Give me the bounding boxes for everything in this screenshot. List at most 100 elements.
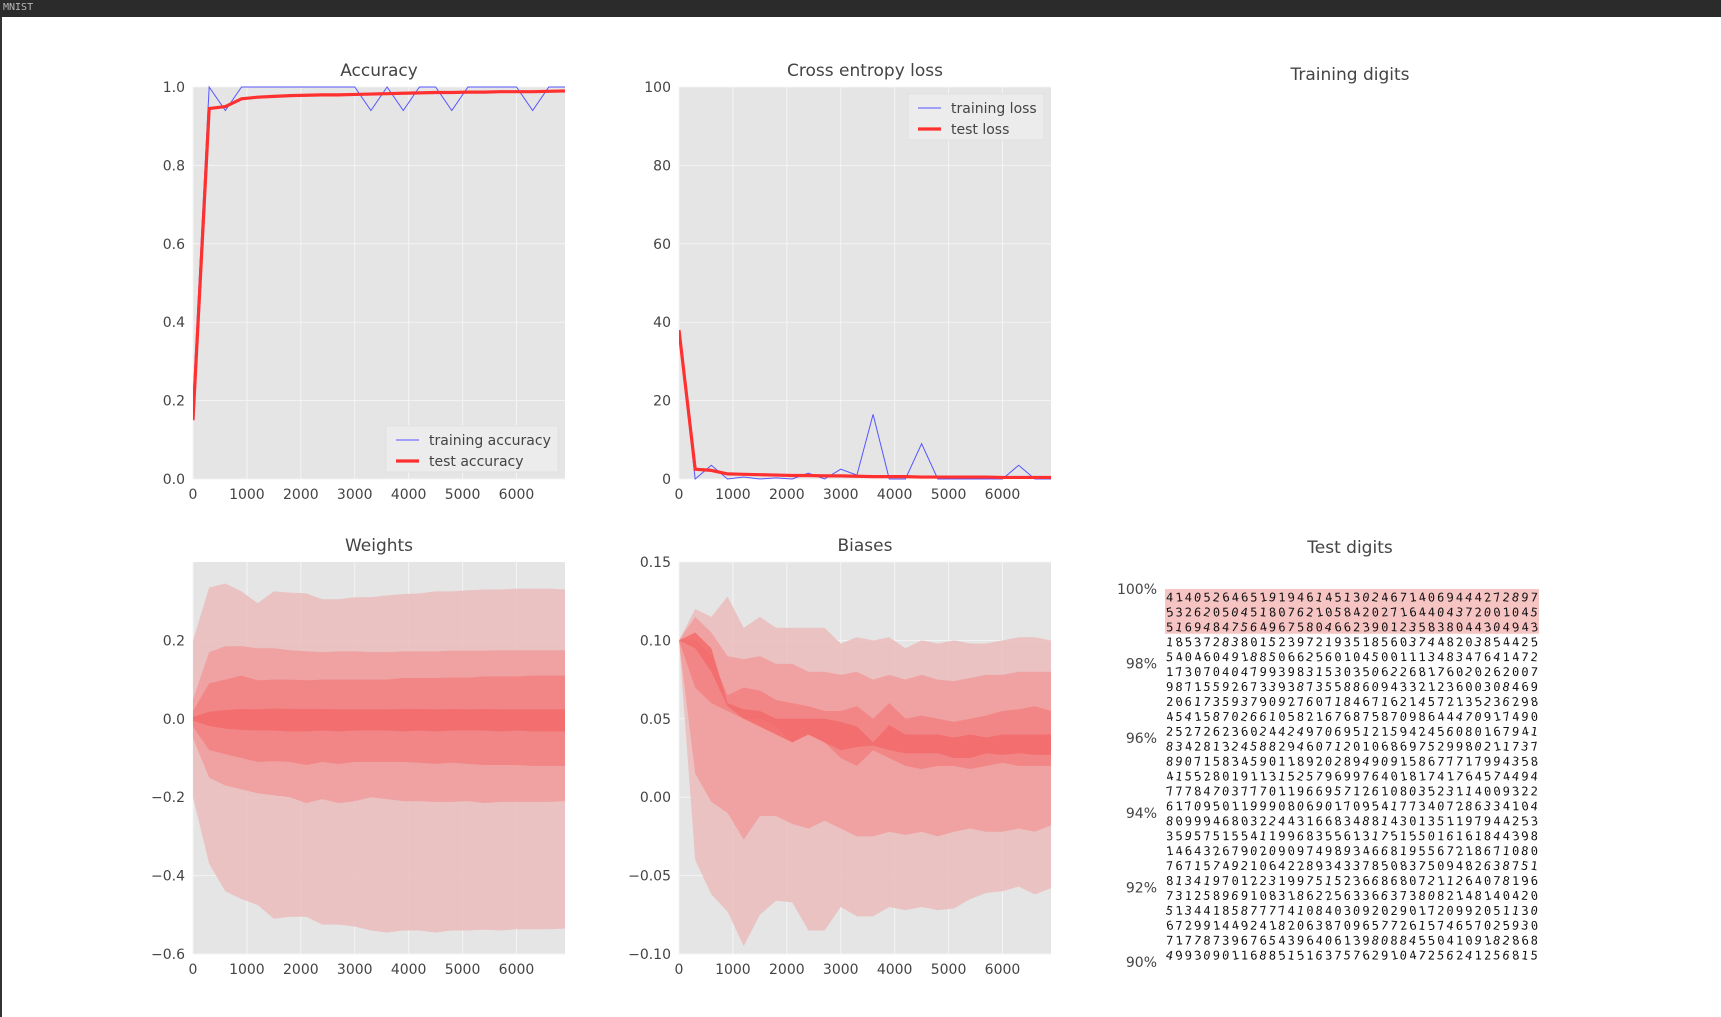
test-digit-glyph: 9: [1352, 918, 1360, 933]
test-digit-glyph: 2: [1446, 694, 1455, 709]
test-digit-glyph: 1: [1502, 605, 1510, 620]
test-digit-glyph: 7: [1390, 918, 1399, 933]
test-digit-glyph: 3: [1511, 829, 1521, 844]
test-digit-glyph: 1: [1175, 903, 1183, 918]
test-digit-glyph: 0: [1520, 799, 1530, 814]
test-digit-glyph: 8: [1418, 665, 1427, 680]
test-digit-glyph: 6: [1445, 724, 1455, 739]
test-digit-glyph: 1: [1483, 933, 1493, 948]
test-digit-glyph: 0: [1399, 635, 1408, 650]
test-digit-glyph: 0: [1213, 665, 1220, 679]
test-digit-glyph: 8: [1165, 739, 1174, 754]
test-digit-glyph: 1: [1250, 859, 1258, 873]
test-digit-glyph: 6: [1278, 620, 1286, 634]
test-digit-glyph: 8: [1240, 903, 1249, 918]
test-digit-glyph: 8: [1492, 933, 1502, 948]
test-digit-glyph: 9: [1446, 740, 1454, 754]
test-digit-glyph: 8: [1343, 680, 1352, 695]
test-digit-glyph: 8: [1203, 740, 1211, 754]
test-digit-glyph: 6: [1184, 844, 1193, 859]
test-digit-glyph: 2: [1305, 605, 1314, 620]
loss-xtick-label: 4000: [877, 487, 913, 503]
test-digit-glyph: 0: [1194, 665, 1202, 679]
biases-ytick-label: 0.15: [640, 555, 671, 571]
test-digit-glyph: 7: [1306, 635, 1314, 650]
loss-xtick-label: 1000: [715, 487, 751, 503]
test-digit-glyph: 8: [1511, 948, 1520, 963]
test-digit-glyph: 4: [1250, 829, 1258, 844]
test-digit-glyph: 3: [1484, 680, 1491, 694]
test-digit-glyph: 6: [1437, 590, 1445, 604]
test-digit-glyph: 0: [1249, 844, 1258, 859]
test-digit-glyph: 7: [1250, 695, 1258, 710]
weights-ytick-label: 0.0: [163, 712, 185, 728]
test-digit-glyph: 0: [1474, 725, 1482, 739]
test-digit-glyph: 2: [1184, 918, 1193, 933]
test-digit-glyph: 3: [1408, 620, 1418, 635]
test-digit-glyph: 6: [1483, 858, 1493, 873]
test-digit-glyph: 7: [1436, 665, 1445, 680]
biases-xtick-label: 1000: [715, 962, 751, 978]
test-digit-glyph: 4: [1502, 814, 1511, 829]
test-digit-glyph: 7: [1250, 680, 1258, 694]
test-digit-glyph: 8: [1446, 650, 1454, 664]
test-digit-glyph: 5: [1343, 948, 1352, 963]
test-digit-glyph: 9: [1361, 799, 1371, 814]
test-digit-glyph: 7: [1455, 769, 1465, 784]
test-digit-glyph: 9: [1231, 695, 1239, 710]
test-digit-glyph: 3: [1455, 650, 1464, 665]
test-digit-glyph: 8: [1222, 755, 1229, 769]
test-digit-glyph: 5: [1249, 754, 1258, 769]
test-digit-glyph: 7: [1240, 784, 1249, 799]
test-digit-glyph: 0: [1464, 680, 1473, 695]
test-digit-glyph: 1: [1175, 933, 1183, 948]
test-digit-glyph: 5: [1418, 933, 1427, 948]
test-digit-glyph: 5: [1305, 769, 1314, 784]
accuracy-xtick-label: 4000: [391, 487, 427, 503]
test-digit-glyph: 8: [1501, 873, 1510, 888]
test-digit-glyph: 8: [1343, 605, 1352, 620]
test-digit-glyph: 3: [1492, 859, 1501, 874]
test-digit-glyph: 8: [1437, 889, 1445, 903]
test-digit-glyph: 3: [1212, 695, 1220, 709]
test-digit-glyph: 8: [1277, 918, 1286, 933]
test-digit-glyph: 2: [1287, 918, 1296, 933]
test-digit-glyph: 1: [1418, 814, 1426, 828]
test-digit-glyph: 2: [1399, 918, 1408, 933]
test-digit-glyph: 0: [1371, 605, 1379, 619]
test-digit-glyph: 7: [1362, 710, 1370, 724]
test-digit-glyph: 6: [1521, 680, 1530, 695]
test-digit-glyph: 7: [1194, 725, 1201, 739]
test-digit-glyph: 6: [1175, 859, 1183, 873]
test-digit-glyph: 8: [1315, 903, 1324, 918]
test-digit-glyph: 6: [1437, 844, 1444, 858]
test-digit-glyph: 1: [1455, 784, 1463, 799]
test-digit-glyph: 4: [1381, 769, 1388, 783]
test-digit-glyph: 7: [1474, 814, 1483, 829]
test-digit-glyph: 9: [1520, 694, 1530, 709]
test-digit-glyph: 5: [1529, 605, 1538, 620]
test-digit-glyph: 6: [1249, 620, 1258, 635]
test-digit-glyph: 5: [1408, 829, 1418, 844]
test-digit-glyph: 7: [1203, 635, 1210, 649]
test-digit-glyph: 1: [1399, 650, 1407, 664]
test-digit-glyph: 2: [1259, 844, 1268, 859]
test-digit-glyph: 2: [1203, 725, 1210, 739]
test-digit-glyph: 2: [1484, 948, 1492, 962]
test-digit-glyph: 3: [1511, 754, 1520, 769]
test-digit-glyph: 9: [1240, 769, 1248, 784]
test-digit-glyph: 2: [1203, 769, 1212, 784]
test-digit-glyph: 7: [1185, 784, 1193, 798]
test-digit-glyph: 5: [1352, 724, 1361, 739]
test-digit-glyph: 3: [1193, 635, 1202, 650]
test-digit-glyph: 3: [1343, 903, 1352, 918]
test-digit-glyph: 0: [1361, 590, 1371, 605]
test-digit-glyph: 4: [1454, 709, 1464, 724]
test-digit-glyph: 5: [1175, 725, 1182, 739]
test-digit-glyph: 9: [1446, 590, 1454, 604]
test-digit-glyph: 6: [1445, 948, 1454, 963]
test-digit-glyph: 6: [1316, 814, 1323, 828]
test-digit-glyph: 6: [1259, 933, 1267, 947]
test-digit-glyph: 7: [1380, 829, 1390, 844]
test-digit-glyph: 7: [1342, 784, 1352, 799]
